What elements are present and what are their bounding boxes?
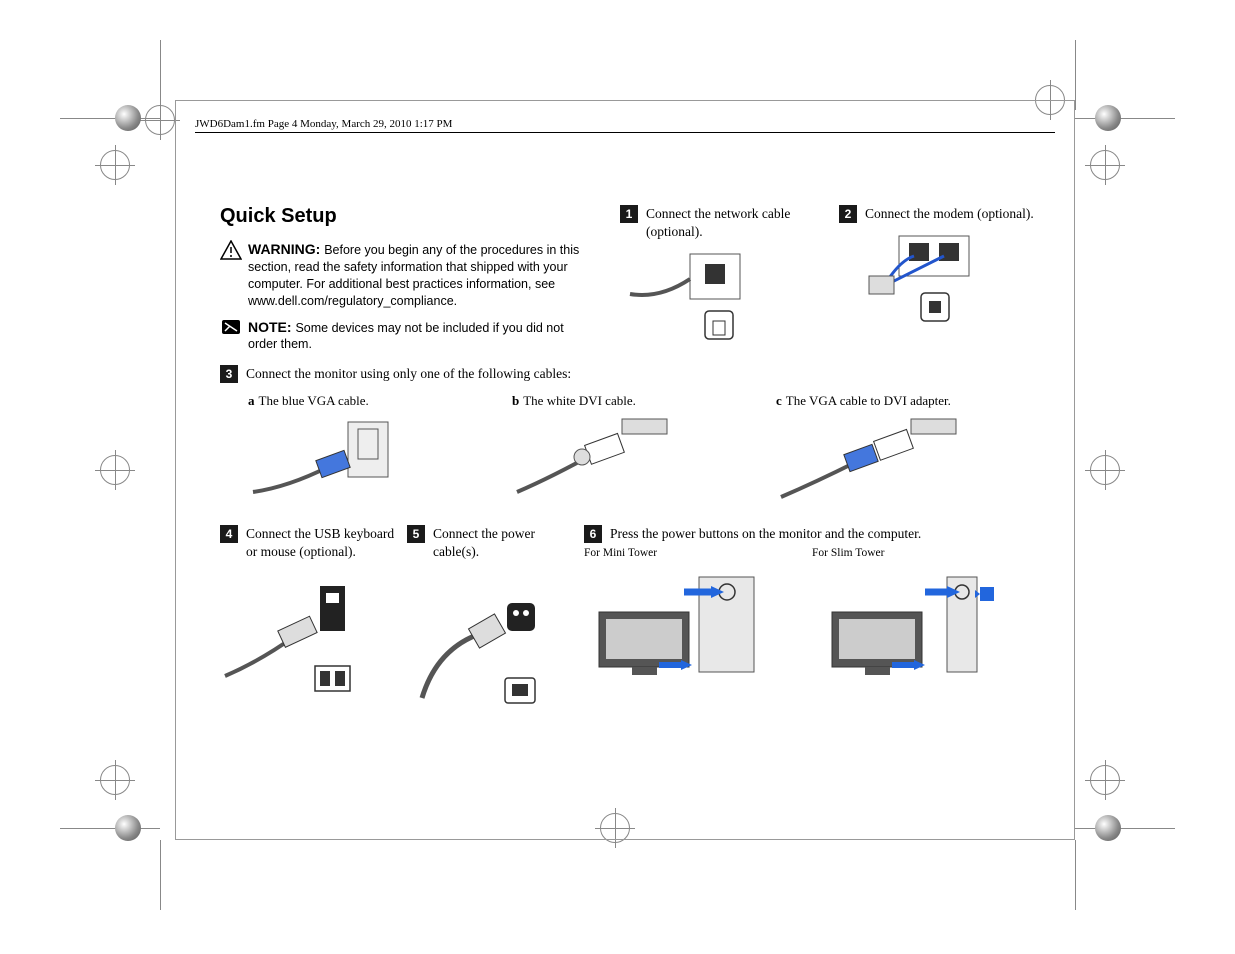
step-4: 4 Connect the USB keyboard or mouse (opt…	[220, 525, 395, 561]
step-6: 6 Press the power buttons on the monitor…	[584, 525, 1040, 543]
illus-slim-tower	[817, 567, 1040, 682]
illus-vga	[248, 417, 512, 512]
illus-mini-tower	[584, 567, 807, 682]
illus-network	[620, 249, 821, 344]
step-2: 2 Connect the modem (optional).	[839, 205, 1040, 223]
note-body: Some devices may not be included if you …	[248, 321, 564, 352]
step-3b: bThe white DVI cable.	[512, 393, 776, 512]
step-num-6: 6	[584, 525, 602, 543]
step-4-text: Connect the USB keyboard or mouse (optio…	[246, 525, 395, 561]
step-num-2: 2	[839, 205, 857, 223]
step-num-3: 3	[220, 365, 238, 383]
step-5-text: Connect the power cable(s).	[433, 525, 572, 561]
illus-vga-dvi	[776, 417, 1040, 512]
warning-icon	[220, 240, 248, 260]
step-3a: aThe blue VGA cable.	[248, 393, 512, 512]
step-2-text: Connect the modem (optional).	[865, 205, 1040, 223]
step-3: 3 Connect the monitor using only one of …	[220, 365, 1040, 383]
illus-power	[407, 598, 572, 718]
step-5: 5 Connect the power cable(s).	[407, 525, 572, 561]
illus-dvi	[512, 417, 776, 512]
label-mini-tower: For Mini Tower	[584, 547, 812, 559]
page-header: JWD6Dam1.fm Page 4 Monday, March 29, 201…	[195, 118, 1055, 133]
warning-head: WARNING:	[248, 241, 324, 257]
step-3c: cThe VGA cable to DVI adapter.	[776, 393, 1040, 512]
label-slim-tower: For Slim Tower	[812, 547, 1040, 559]
step-3-text: Connect the monitor using only one of th…	[246, 365, 1040, 383]
step-1: 1 Connect the network cable (optional).	[620, 205, 821, 241]
illus-usb	[220, 581, 395, 701]
step-num-4: 4	[220, 525, 238, 543]
step-6-text: Press the power buttons on the monitor a…	[610, 525, 1040, 543]
note-head: NOTE:	[248, 319, 295, 335]
illus-modem	[839, 231, 1040, 326]
step-num-1: 1	[620, 205, 638, 223]
step-1-text: Connect the network cable (optional).	[646, 205, 821, 241]
step-num-5: 5	[407, 525, 425, 543]
note-icon	[220, 318, 248, 338]
